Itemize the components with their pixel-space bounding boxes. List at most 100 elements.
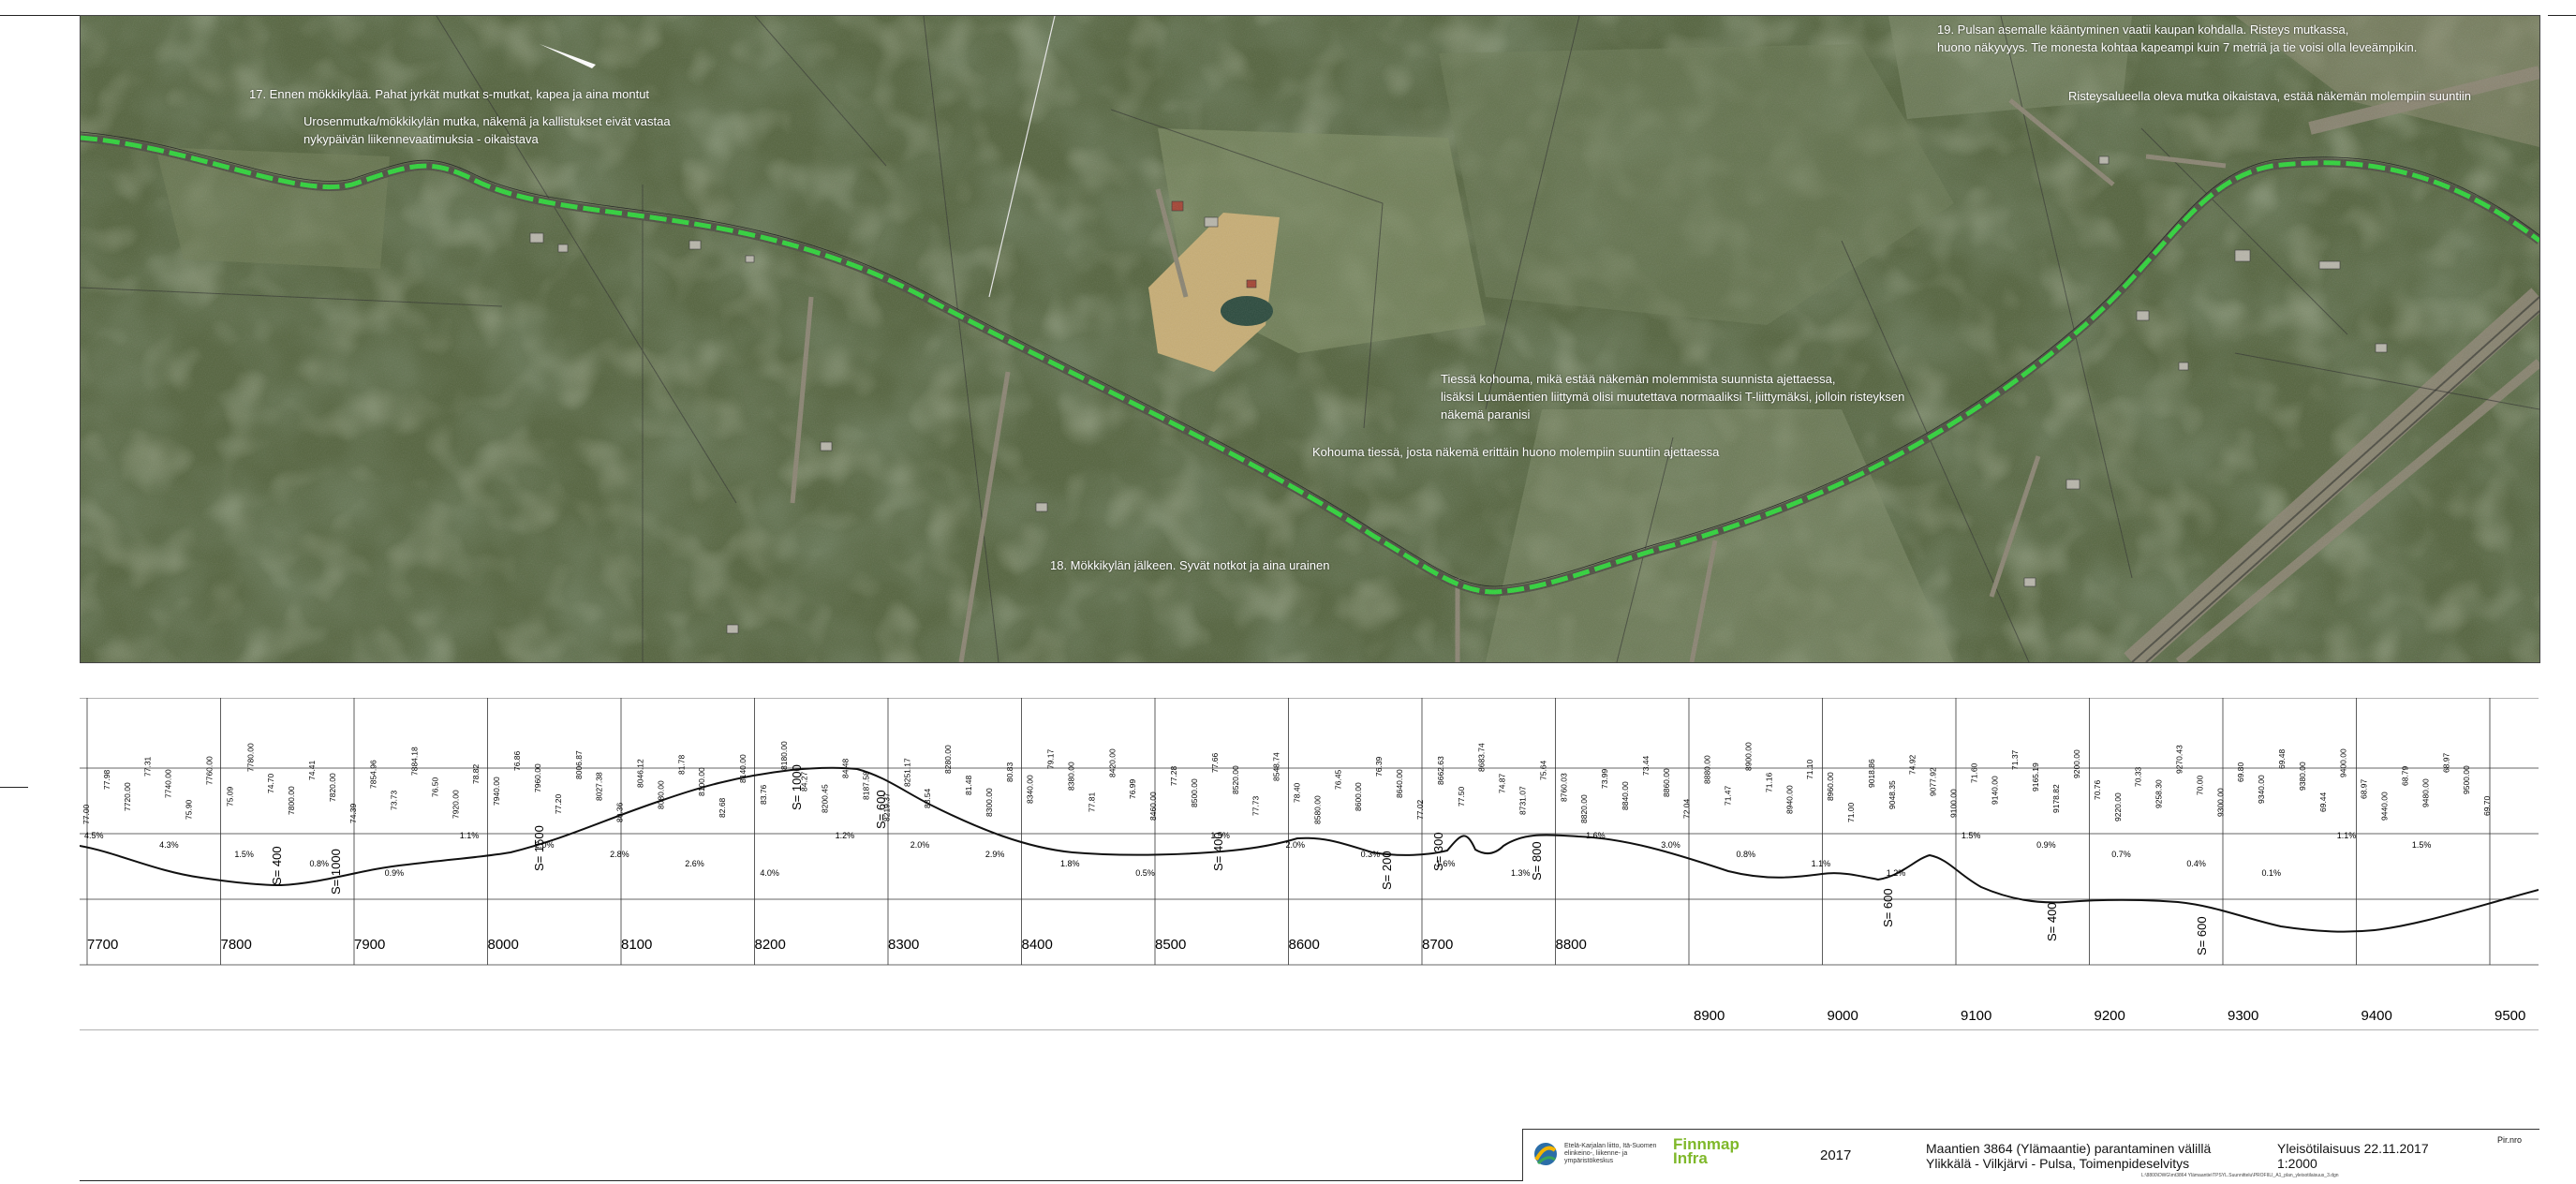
elevation-label: 9440.00 [2380,792,2390,821]
org-name: Etelä-Karjalan liitto, Itä-Suomen elinke… [1564,1143,1657,1164]
elevation-label: 9220.00 [2113,792,2123,821]
grade-label: 1.5% [1962,831,1981,840]
elevation-label: 71.00 [1846,802,1856,822]
elevation-label: 9400.00 [2339,748,2348,777]
station-label: 9300 [2228,1008,2258,1024]
grade-label: 1.1% [460,831,480,840]
document-event: Yleisötilaisuus 22.11.2017 [2277,1141,2429,1156]
annotation-line: Urosenmutka/mökkikylän mutka, näkemä ja … [303,114,671,128]
annotation-line: näkemä paranisi [1441,407,1531,422]
grade-label: 0.9% [2036,840,2056,850]
elevation-label: 75.64 [1538,760,1547,780]
elevation-label: 9300.00 [2215,788,2225,817]
annotation-kohouma: Kohouma tiessä, josta näkemä erittäin hu… [1312,443,1719,461]
elevation-label: 69.70 [2482,795,2492,816]
elevation-label: 84.27 [800,771,809,792]
grade-label: 1.5% [234,850,254,859]
elevation-label: 74.87 [1498,773,1507,793]
annotation-tiessa-kohouma: Tiessä kohouma, mikä estää näkemän molem… [1441,370,1904,423]
elevation-label: 9380.00 [2298,762,2307,791]
margin-tick [0,787,28,788]
elevation-label: 9165.19 [2031,762,2040,792]
project-title-line1: Maantien 3864 (Ylämaantie) parantaminen … [1926,1141,2212,1156]
longitudinal-profile[interactable]: 7700 7800 7900 8000 8100 8200 8300 8400 8500 8600… [79,697,2539,1031]
annotation-line: 19. Pulsan asemalle kääntyminen vaatii k… [1937,22,2349,37]
elevation-label: 8200.45 [821,784,830,813]
elevation-label: 8140.00 [738,754,748,783]
elevation-label: 75.90 [185,799,194,820]
elevation-label: 77.00 [81,804,91,824]
elevation-label: 9077.92 [1929,767,1938,796]
grade-label: 2.0% [1286,840,1306,850]
annotation-18: 18. Mökkikylän jälkeen. Syvät notkot ja … [1050,556,1329,574]
elevation-label: 68.79 [2400,765,2409,786]
curve-radius-label: S= 200 [1380,851,1394,890]
elevation-label: 8880.00 [1703,755,1712,784]
elevation-label: 9018.86 [1867,759,1876,788]
elevation-label: 8840.00 [1621,781,1630,810]
title-block: Etelä-Karjalan liitto, Itä-Suomen elinke… [1522,1129,2539,1181]
elevation-label: 76.45 [1333,769,1342,790]
aerial-photo-panel[interactable]: 17. Ennen mökkikylää. Pahat jyrkät mutka… [80,15,2540,663]
document-scale: 1:2000 [2277,1156,2317,1171]
elevation-label: 68.97 [2441,752,2450,773]
elevation-label: 77.02 [1415,799,1425,820]
elevation-label: 9200.00 [2072,749,2081,778]
margin-tick [80,1180,2539,1181]
station-label: 9200 [2095,1008,2125,1024]
elevation-label: 71.60 [1969,762,1978,783]
elevation-label: 8683.74 [1477,743,1487,772]
elevation-label: 68.97 [2360,778,2369,799]
elevation-label: 8548.74 [1272,752,1281,781]
elevation-label: 77.50 [1457,786,1466,807]
ely-logo: Etelä-Karjalan liitto, Itä-Suomen elinke… [1532,1141,1664,1169]
elevation-label: 8340.00 [1026,775,1035,804]
elevation-label: 77.31 [143,756,153,777]
annotation-line: nykypäivän liikennevaatimuksia - oikaist… [303,132,539,146]
curve-radius-label: S= 400 [1211,832,1225,871]
elevation-label: 8187.58 [861,771,870,800]
grade-label: 4.0% [760,868,779,878]
grade-label: 2.0% [910,840,930,850]
grade-label: 4.3% [159,840,179,850]
grade-label: 1.6% [1436,859,1456,868]
profile-line [79,766,2539,933]
curve-radius-label: S= 400 [2045,902,2059,941]
elevation-label: 7720.00 [123,782,132,811]
elevation-label: 71.47 [1724,785,1733,806]
grade-label: 0.8% [1736,850,1755,859]
elevation-label: 8900.00 [1743,742,1753,771]
grade-label: 4.5% [84,831,104,840]
station-label: 9500 [2495,1008,2525,1024]
station-label: 7900 [354,937,385,953]
elevation-label: 75.09 [225,786,234,807]
station-label: 9000 [1828,1008,1858,1024]
elevation-label: 7854.96 [369,760,378,789]
margin-tick [0,15,80,16]
elevation-label: 77.28 [1169,765,1178,786]
elevation-label: 8420.00 [1107,748,1117,777]
elevation-label: 8760.03 [1559,773,1568,802]
curve-radius-label: S= 300 [1431,832,1445,871]
grade-label: 1.5% [2412,840,2432,850]
elevation-label: 8860.00 [1662,768,1671,797]
elevation-label: 73.73 [390,790,399,810]
finnmap-line1: Finnmap [1673,1135,1740,1153]
project-title-line2: Ylikkälä - Vilkjärvi - Pulsa, Toimenpide… [1926,1156,2190,1171]
grade-label: 0.4% [2186,859,2206,868]
elevation-label: 9258.30 [2154,779,2164,808]
elevation-label: 83.76 [759,784,768,805]
station-label: 8000 [488,937,519,953]
station-label: 8100 [621,937,652,953]
elevation-label: 9480.00 [2421,778,2430,807]
elevation-label: 8640.00 [1395,769,1404,798]
grade-label: 2.9% [985,850,1005,859]
elevation-label: 77.98 [102,769,111,790]
year-label: 2017 [1820,1147,1852,1163]
station-label: 8900 [1694,1008,1725,1024]
elevation-label: 8180.00 [779,741,789,770]
elevation-label: 81.78 [676,754,686,775]
elevation-label: 8820.00 [1579,794,1589,823]
elevation-label: 83.54 [923,788,932,808]
grade-label: 2.0% [535,840,555,850]
